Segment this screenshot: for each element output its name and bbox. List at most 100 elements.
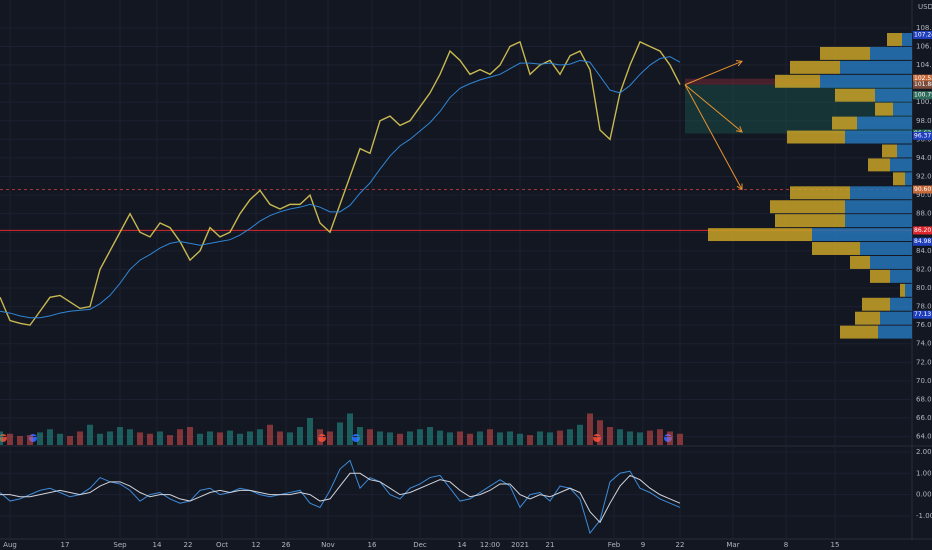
price-label-box — [913, 185, 932, 194]
profile-bar — [787, 130, 845, 144]
profile-bar — [770, 200, 845, 214]
price-label: 102.53 — [914, 75, 932, 82]
price-label: 84.98 — [914, 238, 931, 245]
x-tick-label: Feb — [608, 541, 621, 549]
price-label: 96.37 — [914, 132, 931, 139]
volume-bar — [327, 431, 333, 445]
volume-bar — [217, 432, 223, 445]
profile-bar — [870, 255, 912, 269]
x-tick-label: 22 — [184, 541, 193, 549]
profile-bar — [893, 102, 912, 116]
stop-zone — [685, 78, 822, 85]
x-tick-label: 2021 — [511, 541, 529, 549]
axis-unit: USD — [918, 3, 932, 11]
profile-bar — [890, 158, 912, 172]
volume-bar — [377, 431, 383, 445]
price-label-box — [913, 226, 932, 235]
profile-bar — [820, 46, 870, 60]
volume-bar — [497, 432, 503, 445]
x-tick-label: 12 — [252, 541, 261, 549]
x-tick-label: 16 — [368, 541, 377, 549]
y-tick-label: 76.00 — [916, 321, 932, 329]
volume-bar — [477, 431, 483, 445]
volume-bar — [177, 429, 183, 445]
x-tick-label: Mar — [726, 541, 739, 549]
axes: Aug 17 Sep 14 22 Oct 12 26 Nov 16 Dec 14 12:00 2021 21… — [3, 24, 932, 549]
price-label-box — [913, 30, 932, 39]
volume-bar — [267, 424, 273, 445]
volume-bar — [317, 429, 323, 445]
volume-bar — [387, 432, 393, 445]
x-tick-label: 26 — [282, 541, 291, 549]
profile-bar — [905, 283, 912, 297]
profile-bar — [857, 116, 912, 130]
y-tick-label: 1.00 — [916, 469, 932, 477]
profile-bar — [887, 33, 902, 46]
volume-bar — [97, 433, 103, 445]
y-tick-label: 82.00 — [916, 265, 932, 273]
volume-bar — [637, 432, 643, 445]
profile-bar — [890, 297, 912, 311]
x-tick-label: Aug — [3, 541, 17, 549]
volume-bar — [287, 432, 293, 445]
volume-bar — [517, 433, 523, 445]
price-label-box — [913, 131, 932, 140]
profile-bar — [820, 74, 912, 88]
volume-bar — [247, 431, 253, 445]
y-tick-label: 84.00 — [916, 247, 932, 255]
volume-bar — [337, 422, 343, 445]
x-tick-label: 22 — [676, 541, 685, 549]
volume-bar — [397, 433, 403, 445]
volume-bar — [27, 435, 33, 445]
y-tick-label: 0.00 — [916, 491, 932, 499]
price-label: 86.20 — [914, 227, 931, 234]
volume-bar — [547, 432, 553, 445]
x-tick-label: 17 — [61, 541, 70, 549]
volume-bar — [407, 431, 413, 445]
volume-bar — [237, 433, 243, 445]
volume-bar — [187, 427, 193, 445]
data — [0, 40, 743, 535]
volume-bar — [197, 433, 203, 445]
y-tick-label: -1.00 — [916, 512, 932, 520]
volume-bar — [487, 429, 493, 445]
y-tick-label: 104.00 — [916, 61, 932, 69]
volume-bar — [17, 436, 23, 445]
price-label: 101.88 — [914, 81, 932, 88]
volume-bar — [107, 431, 113, 445]
volume-bar — [77, 431, 83, 445]
profile-bar — [812, 242, 860, 255]
volume-bar — [437, 430, 443, 445]
y-tick-label: 88.00 — [916, 210, 932, 218]
profile-bar — [900, 283, 905, 297]
projection-arrow — [684, 84, 743, 133]
profile-bar — [862, 297, 890, 311]
y-tick-label: 90.00 — [916, 191, 932, 199]
volume-bar — [677, 433, 683, 445]
profile-bar — [832, 116, 857, 130]
profile-bar — [882, 144, 897, 158]
volume-bar — [367, 429, 373, 445]
volume-bar — [657, 429, 663, 445]
volume-bar — [567, 429, 573, 445]
profile-bar — [870, 269, 890, 283]
volume-bar — [447, 432, 453, 445]
volume-bar — [667, 431, 673, 445]
profile-bar — [855, 311, 880, 325]
profile-bar — [840, 60, 912, 74]
volume-bar — [457, 431, 463, 445]
volume-bar — [587, 413, 593, 445]
profile-bar — [875, 88, 912, 102]
y-tick-label: 68.00 — [916, 395, 932, 403]
profile-bar — [868, 158, 890, 172]
profile-bar — [870, 46, 912, 60]
profile-bar — [860, 242, 912, 255]
volume-bar — [557, 430, 563, 445]
x-tick-label: Dec — [413, 541, 427, 549]
y-tick-label: 98.00 — [916, 117, 932, 125]
volume-bar — [57, 433, 63, 445]
profile-bar — [790, 60, 840, 74]
volume-bar — [37, 432, 43, 445]
